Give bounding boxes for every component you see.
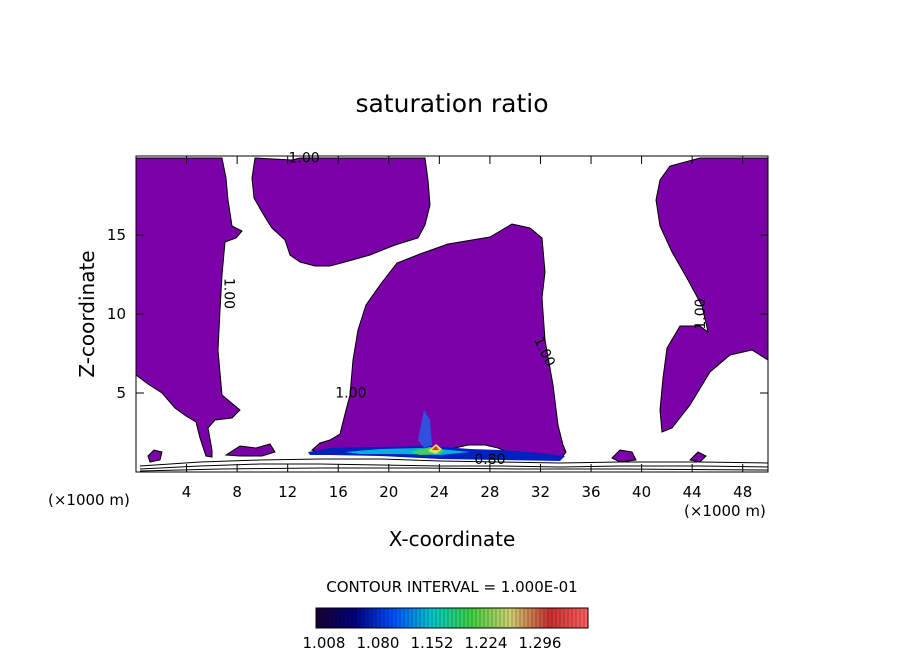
contour-region-low-edge — [224, 443, 276, 457]
x-axis-label: X-coordinate — [389, 527, 516, 551]
y-axis-label: Z-coordinate — [75, 250, 99, 377]
x-tick-label: 32 — [531, 483, 550, 501]
contour-interval-note: CONTOUR INTERVAL = 1.000E-01 — [326, 578, 577, 596]
chart-title: saturation ratio — [355, 89, 548, 118]
contour-label: 0.80 — [474, 452, 505, 468]
contour-region-low-right — [611, 449, 637, 463]
y-tick-label: 5 — [116, 384, 126, 402]
contour-fill-layer — [136, 157, 768, 472]
colorbar-tick-label: 1.152 — [411, 634, 454, 652]
contour-region-left — [136, 157, 243, 458]
colorbar — [315, 607, 589, 629]
contour-region-low-far-right — [688, 451, 707, 463]
x-unit-right: (×1000 m) — [684, 502, 766, 520]
x-tick-label: 48 — [733, 483, 752, 501]
band-red — [432, 446, 439, 450]
colorbar-tick-label: 1.008 — [303, 634, 346, 652]
colorbar-tick-label: 1.224 — [465, 634, 508, 652]
colorbar-lines — [315, 609, 589, 627]
x-tick-label: 44 — [683, 483, 702, 501]
contour-label: 1.00 — [693, 298, 709, 329]
x-tick-label: 40 — [632, 483, 651, 501]
x-tick-label: 4 — [182, 483, 192, 501]
x-tick-label: 20 — [379, 483, 398, 501]
band-blue-streak — [418, 410, 432, 448]
x-tick-label: 8 — [232, 483, 242, 501]
contour-region-low-left — [147, 449, 163, 463]
contour-label: 1.00 — [335, 386, 366, 402]
x-tick-label: 12 — [278, 483, 297, 501]
y-tick-label: 15 — [107, 226, 126, 244]
x-unit-left: (×1000 m) — [48, 491, 130, 509]
surface-contour-lines — [139, 458, 768, 472]
colorbar-ticks: 1.008 1.080 1.152 1.224 1.296 — [303, 634, 562, 652]
colorbar-tick-label: 1.296 — [519, 634, 562, 652]
x-tick-label: 24 — [430, 483, 449, 501]
y-tick-label: 10 — [107, 305, 126, 323]
x-tick-label: 36 — [581, 483, 600, 501]
supersaturation-band — [308, 410, 565, 461]
colorbar-tick-label: 1.080 — [357, 634, 400, 652]
contour-region-top — [251, 157, 431, 267]
x-tick-label: 16 — [329, 483, 348, 501]
contour-label: 1.00 — [220, 278, 236, 309]
x-tick-label: 28 — [480, 483, 499, 501]
contour-region-right — [655, 157, 768, 433]
contour-label: 1.00 — [289, 150, 320, 166]
